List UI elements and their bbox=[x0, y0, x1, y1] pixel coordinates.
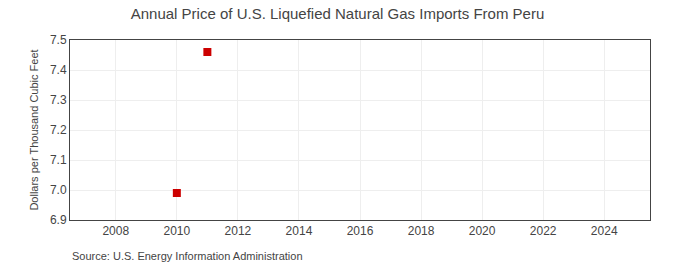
svg-text:2020: 2020 bbox=[469, 224, 496, 238]
svg-text:2008: 2008 bbox=[102, 224, 129, 238]
svg-text:Dollars per Thousand Cubic Fee: Dollars per Thousand Cubic Feet bbox=[28, 49, 40, 210]
svg-text:2012: 2012 bbox=[225, 224, 252, 238]
svg-text:2022: 2022 bbox=[530, 224, 557, 238]
svg-text:7.5: 7.5 bbox=[50, 33, 67, 47]
svg-text:2016: 2016 bbox=[347, 224, 374, 238]
svg-text:7.3: 7.3 bbox=[50, 93, 67, 107]
svg-text:7.0: 7.0 bbox=[50, 183, 67, 197]
svg-text:7.2: 7.2 bbox=[50, 123, 67, 137]
svg-text:2018: 2018 bbox=[408, 224, 435, 238]
svg-text:6.9: 6.9 bbox=[50, 213, 67, 227]
svg-text:7.1: 7.1 bbox=[50, 153, 67, 167]
svg-text:Source: U.S. Energy Informatio: Source: U.S. Energy Information Administ… bbox=[72, 250, 303, 262]
svg-text:2010: 2010 bbox=[163, 224, 190, 238]
svg-text:7.4: 7.4 bbox=[50, 63, 67, 77]
svg-text:2014: 2014 bbox=[286, 224, 313, 238]
svg-text:2024: 2024 bbox=[591, 224, 618, 238]
svg-text:Annual Price of U.S. Liquefied: Annual Price of U.S. Liquefied Natural G… bbox=[131, 5, 545, 22]
